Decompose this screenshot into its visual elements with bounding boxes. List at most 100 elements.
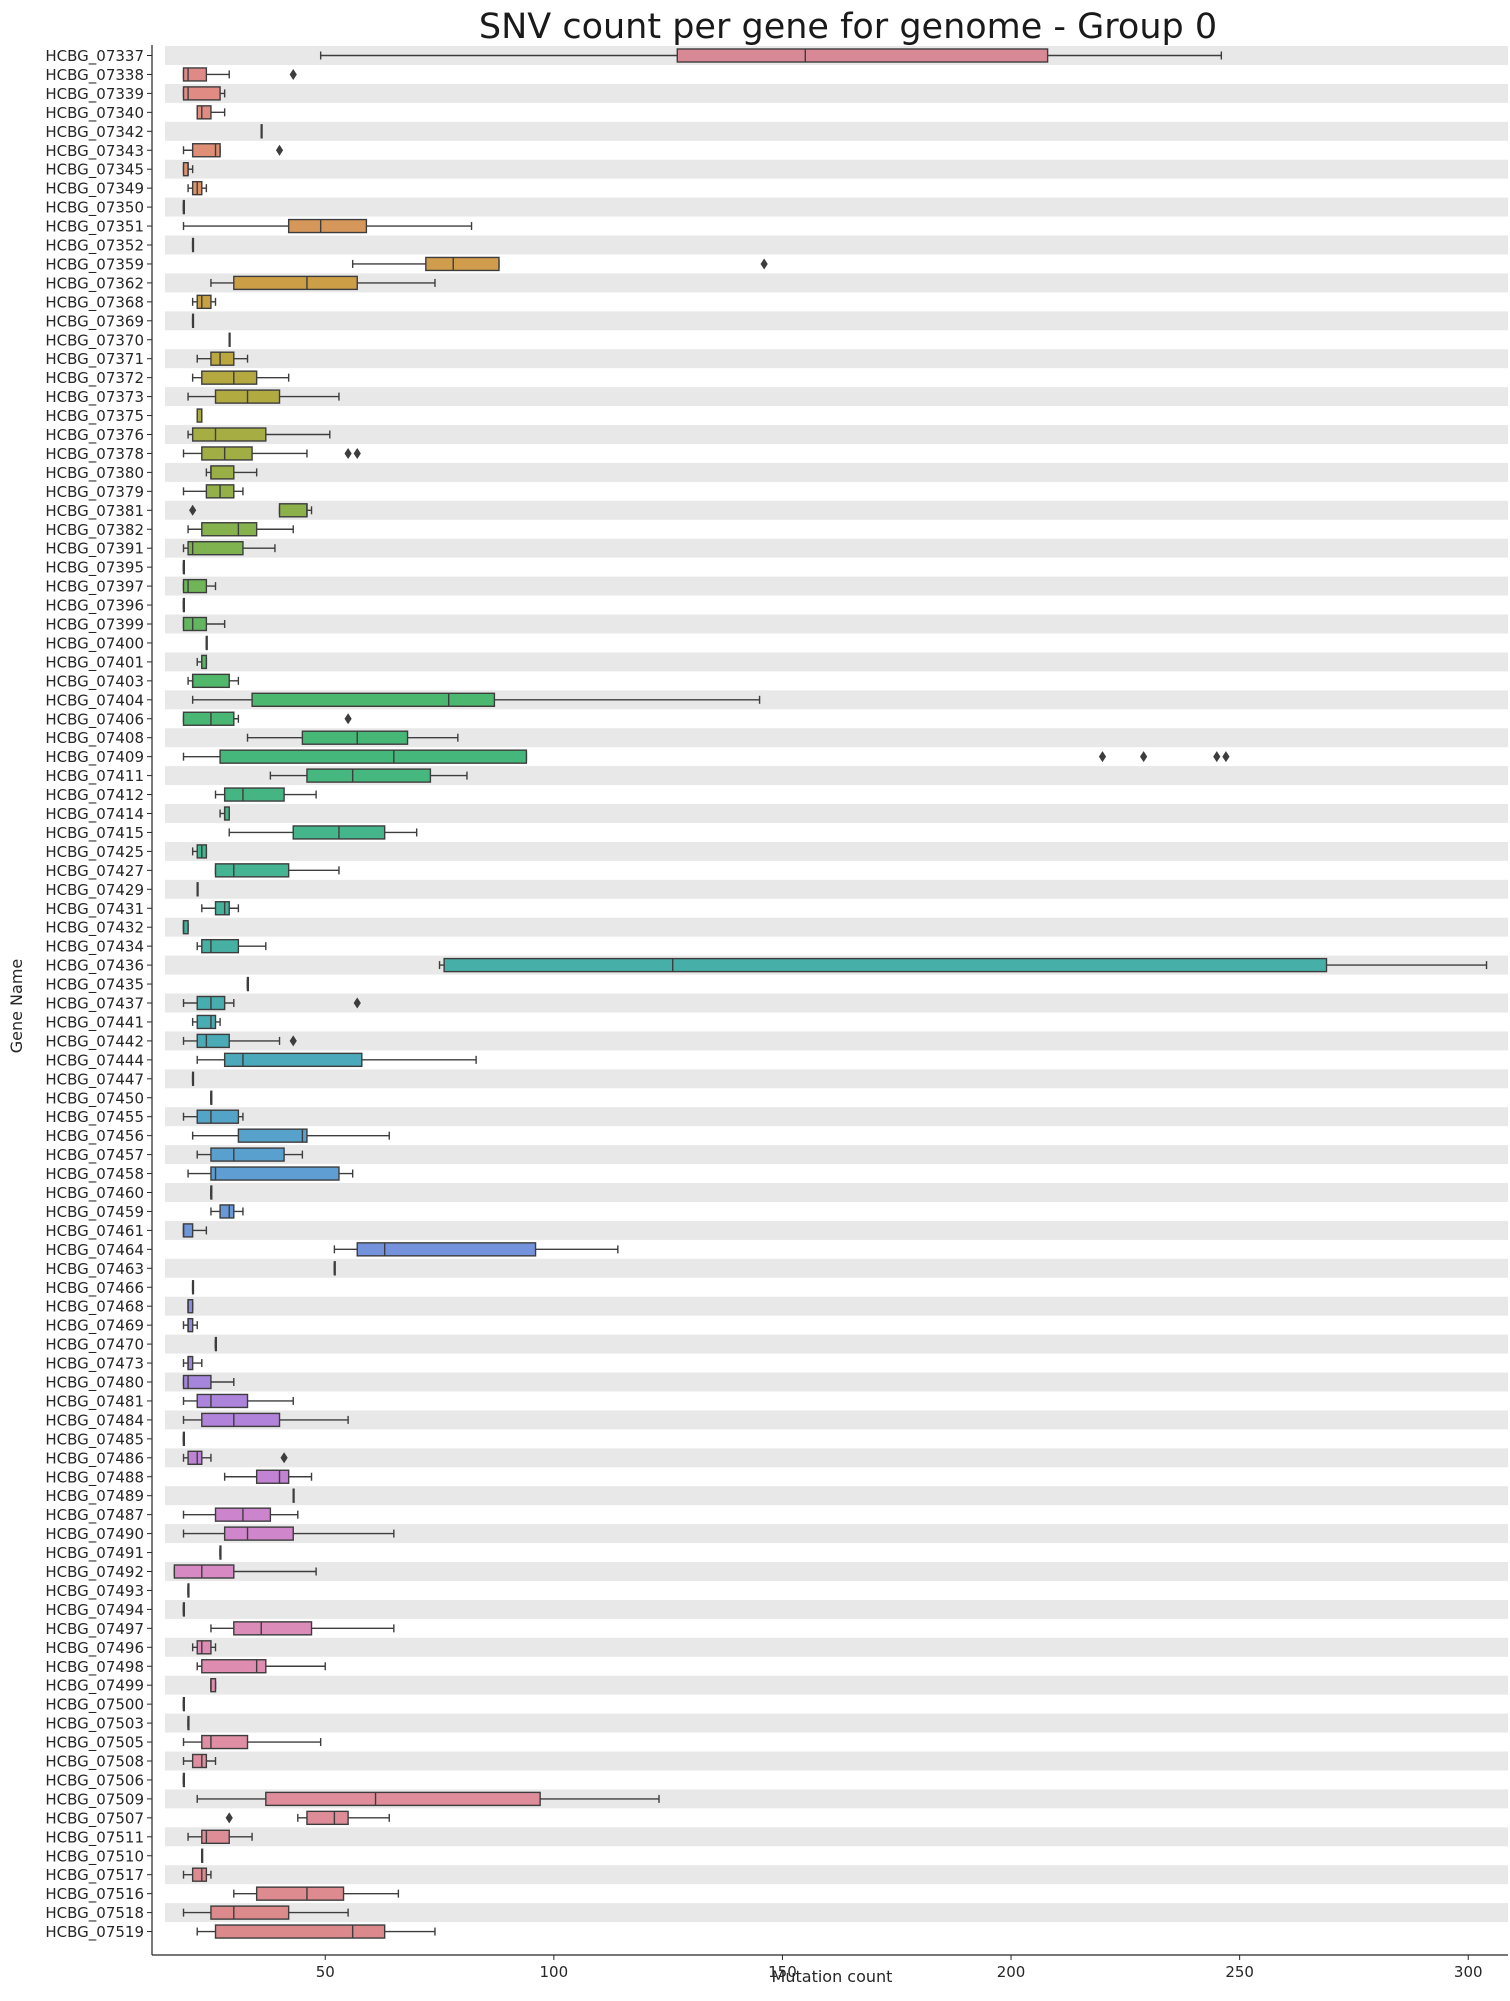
outlier-point	[275, 144, 284, 156]
box-HCBG_07459	[210, 1204, 244, 1219]
x-tick-label: 200	[997, 1963, 1026, 1981]
box-HCBG_07391	[182, 541, 276, 556]
box-HCBG_07340	[196, 105, 226, 120]
y-tick-label: HCBG_07498	[45, 1658, 144, 1677]
outlier-point	[1222, 751, 1230, 763]
row-band	[165, 993, 1508, 1013]
y-tick-label: HCBG_07408	[45, 729, 144, 748]
iqr-box	[187, 1450, 203, 1466]
box-HCBG_07458	[187, 1166, 354, 1181]
box-HCBG_07517	[182, 1867, 212, 1882]
box-HCBG_07412	[214, 787, 317, 802]
box-HCBG_07432	[182, 920, 189, 935]
y-tick-label: HCBG_07506	[45, 1771, 144, 1790]
y-tick-label: HCBG_07487	[45, 1506, 144, 1525]
y-tick-label: HCBG_07444	[45, 1051, 144, 1070]
box-HCBG_07484	[182, 1412, 349, 1428]
row-band	[165, 614, 1508, 634]
iqr-box	[210, 351, 235, 366]
y-tick-label: HCBG_07464	[45, 1241, 144, 1260]
outlier-point	[289, 1035, 297, 1047]
iqr-box	[223, 787, 285, 802]
box-HCBG_07492	[173, 1564, 317, 1579]
box-HCBG_07466	[191, 1280, 195, 1295]
box-HCBG_07397	[182, 578, 217, 594]
row-band	[165, 1865, 1508, 1885]
axes	[151, 45, 1508, 1956]
y-tick-label: HCBG_07411	[45, 767, 144, 786]
box-HCBG_07470	[214, 1336, 218, 1352]
box-HCBG_07481	[182, 1393, 294, 1409]
iqr-box	[306, 768, 432, 783]
iqr-box	[201, 1412, 281, 1428]
y-tick-label: HCBG_07484	[45, 1411, 144, 1430]
row-band	[165, 387, 1508, 407]
y-tick-label: HCBG_07404	[45, 691, 144, 710]
box-HCBG_07382	[187, 522, 294, 537]
y-tick-label: HCBG_07493	[45, 1582, 144, 1601]
box-HCBG_07464	[333, 1242, 619, 1257]
iqr-box	[182, 86, 221, 101]
y-tick-label: HCBG_07345	[45, 161, 144, 180]
iqr-box	[301, 730, 409, 745]
y-tick-label: HCBG_07463	[45, 1260, 144, 1279]
iqr-box	[214, 901, 230, 916]
box-HCBG_07468	[187, 1298, 194, 1314]
box-HCBG_07349	[187, 180, 208, 196]
box-HCBG_07497	[210, 1621, 395, 1636]
y-tick-label: HCBG_07485	[45, 1430, 144, 1449]
box-HCBG_07509	[196, 1791, 660, 1807]
iqr-box	[201, 1734, 249, 1750]
y-tick-label: HCBG_07459	[45, 1203, 144, 1222]
row-band	[165, 879, 1508, 899]
box-HCBG_07455	[182, 1109, 244, 1124]
y-tick-label: HCBG_07486	[45, 1449, 144, 1468]
y-tick-label: HCBG_07382	[45, 521, 144, 540]
y-tick-label: HCBG_07518	[45, 1904, 144, 1923]
box-HCBG_07345	[182, 161, 194, 177]
box-series	[173, 48, 1488, 1939]
iqr-box	[196, 1393, 249, 1409]
box-HCBG_07450	[210, 1090, 213, 1105]
y-tick-label: HCBG_07369	[45, 312, 144, 331]
outlier-point	[1098, 751, 1107, 763]
y-tick-label: HCBG_07381	[45, 502, 144, 521]
box-HCBG_07461	[182, 1223, 208, 1238]
y-tick-label: HCBG_07470	[45, 1336, 144, 1355]
row-band	[165, 1599, 1508, 1619]
box-HCBG_07516	[233, 1886, 400, 1901]
box-HCBG_07425	[191, 844, 208, 859]
box-HCBG_07508	[182, 1753, 217, 1769]
box-HCBG_07494	[182, 1602, 186, 1617]
y-tick-label: HCBG_07397	[45, 578, 144, 597]
outlier-point	[189, 504, 197, 516]
y-tick-label: HCBG_07372	[45, 369, 144, 388]
y-tick-label: HCBG_07409	[45, 748, 144, 767]
iqr-box	[191, 143, 221, 158]
y-tick-label: HCBG_07337	[45, 47, 144, 66]
iqr-box	[191, 673, 230, 689]
box-HCBG_07370	[228, 332, 231, 347]
box-HCBG_07493	[187, 1583, 190, 1598]
iqr-box	[676, 48, 1049, 63]
row-band	[165, 1220, 1508, 1240]
box-HCBG_07486	[182, 1450, 288, 1466]
y-tick-label: HCBG_07399	[45, 616, 144, 635]
outlier-point	[1140, 751, 1148, 763]
y-tick-label: HCBG_07375	[45, 407, 144, 426]
row-band	[165, 1031, 1508, 1051]
box-HCBG_07403	[187, 673, 240, 689]
y-tick-label: HCBG_07455	[45, 1108, 144, 1127]
iqr-box	[233, 275, 358, 291]
box-HCBG_07352	[191, 237, 195, 253]
y-tick-label: HCBG_07517	[45, 1866, 144, 1885]
box-HCBG_07401	[196, 654, 208, 670]
row-band	[165, 804, 1508, 823]
box-HCBG_07505	[182, 1734, 322, 1750]
y-tick-label: HCBG_07488	[45, 1468, 144, 1487]
iqr-box	[237, 1128, 308, 1143]
row-band	[165, 1751, 1508, 1771]
box-HCBG_07487	[182, 1507, 299, 1522]
iqr-box	[196, 1109, 240, 1124]
